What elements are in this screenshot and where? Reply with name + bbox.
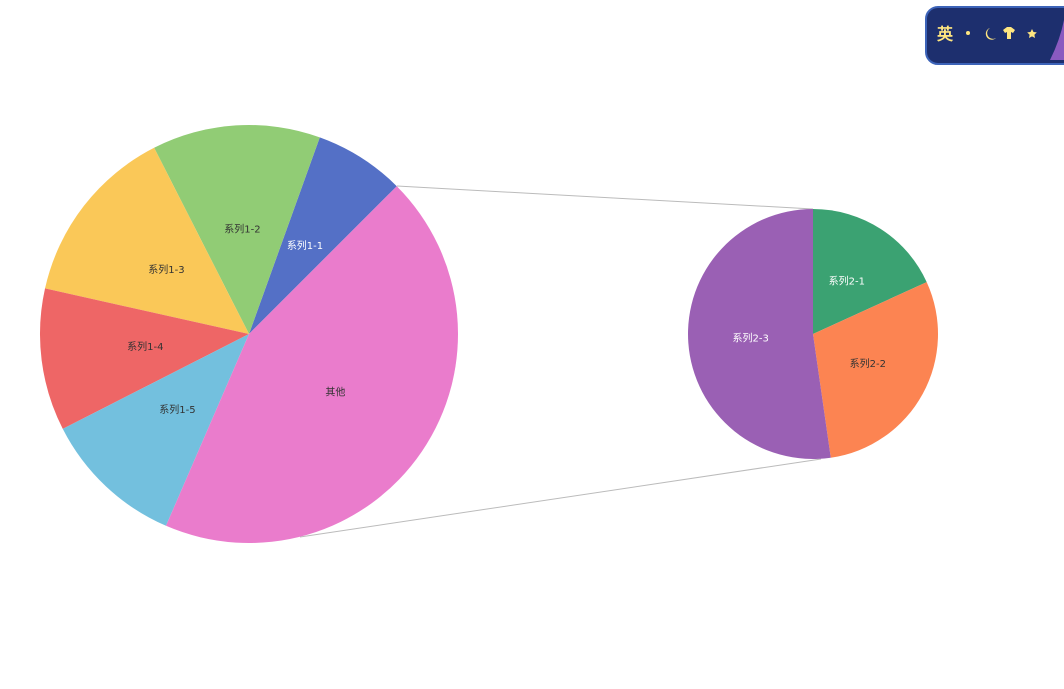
slice-label: 系列2-1	[829, 274, 865, 287]
icon[interactable]	[1003, 27, 1015, 39]
slice-label: 其他	[325, 386, 345, 399]
pie-slice	[249, 137, 397, 334]
toolbar-bg	[925, 6, 1064, 65]
slice-label: 系列1-4	[127, 340, 163, 353]
connector-line	[299, 458, 822, 538]
connector-line	[396, 185, 814, 210]
icon[interactable]	[1027, 29, 1037, 38]
slice-label: 系列1-5	[159, 403, 195, 416]
icon[interactable]	[966, 31, 970, 35]
pie-slice	[62, 334, 250, 526]
toolbar-label[interactable]: 英	[936, 25, 954, 44]
pie-slice	[39, 288, 249, 429]
pie-slice	[154, 125, 320, 334]
slice-label: 系列1-1	[287, 239, 323, 252]
slice-label: 系列1-3	[148, 263, 184, 276]
pie-slice	[813, 282, 938, 458]
slice-label: 系列2-3	[732, 331, 768, 344]
pie-slice	[688, 209, 831, 459]
toolbar[interactable]: 英	[925, 6, 1064, 65]
slice-label: 系列1-2	[224, 223, 260, 236]
icon	[1050, 20, 1064, 60]
pie-slice	[813, 209, 927, 334]
pie-slice	[165, 186, 458, 544]
slice-label: 系列2-2	[850, 357, 886, 370]
icon[interactable]	[985, 28, 996, 40]
pie-slice	[45, 147, 249, 334]
